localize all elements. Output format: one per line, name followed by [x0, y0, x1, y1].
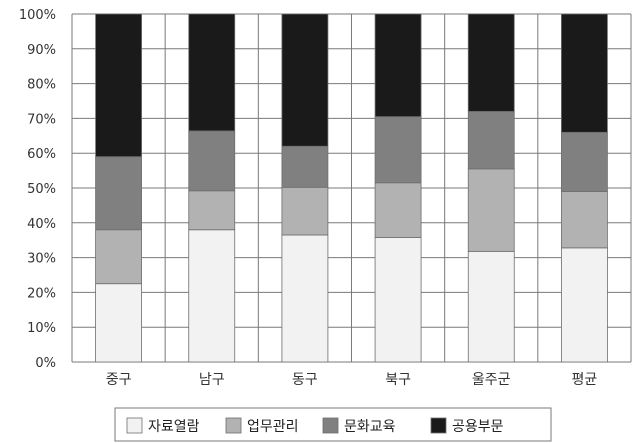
bar-segment [467, 168, 515, 252]
legend-label: 업무관리 [247, 419, 299, 435]
bar-segment [188, 130, 236, 192]
bar-segment [188, 190, 236, 231]
bar-segment [95, 156, 142, 231]
y-tick-label: 80% [27, 78, 56, 93]
legend-swatch [430, 417, 447, 434]
x-category-label: 울주군 [472, 372, 511, 388]
legend-label: 자료열람 [148, 419, 200, 435]
bar-segment [374, 237, 422, 363]
legend-swatch [322, 417, 339, 434]
bar-segment [374, 116, 422, 184]
y-axis-tick-labels: 0% 10% 20% 30% 40% 50% 60% 70% 80% 90% 100% [19, 8, 56, 371]
bar-segment [281, 234, 329, 363]
x-category-label: 남구 [199, 372, 225, 388]
x-category-label: 평균 [572, 372, 598, 388]
legend-swatch [126, 417, 143, 434]
y-tick-label: 70% [27, 112, 56, 127]
y-tick-label: 90% [27, 43, 56, 58]
x-category-label: 동구 [292, 372, 318, 388]
bar-segment [374, 182, 422, 238]
bar-segment [561, 13, 608, 133]
bar-segment [561, 131, 608, 192]
y-tick-label: 50% [27, 182, 56, 197]
bar-segment [281, 13, 329, 147]
bar-stacks [95, 13, 608, 363]
bar-segment [374, 13, 422, 118]
y-tick-label: 30% [27, 252, 56, 267]
bar-segment [95, 283, 142, 363]
grid-lines [71, 13, 632, 363]
y-tick-label: 40% [27, 217, 56, 232]
legend-swatch [225, 417, 242, 434]
x-category-label: 중구 [106, 372, 132, 388]
x-axis-category-labels: 중구 남구 동구 북구 울주군 평균 [106, 372, 598, 388]
bar-segment [188, 229, 236, 363]
y-tick-label: 20% [27, 286, 56, 301]
bar-segment [467, 13, 515, 112]
legend-label: 문화교육 [344, 419, 396, 435]
bar-segment [281, 186, 329, 236]
bar-segment [467, 250, 515, 363]
bar-segment [188, 13, 236, 132]
y-tick-label: 10% [27, 321, 56, 336]
bar-segment [95, 229, 142, 285]
bar-segment [281, 145, 329, 188]
bar-segment [467, 111, 515, 170]
legend-label: 공용부문 [452, 419, 504, 435]
x-category-label: 북구 [385, 372, 411, 388]
bar-segment [561, 191, 608, 249]
bar-segment [95, 13, 142, 158]
y-tick-label: 0% [35, 356, 56, 371]
y-tick-label: 60% [27, 147, 56, 162]
legend: 자료열람 업무관리 문화교육 공용부문 [114, 407, 552, 442]
y-tick-label: 100% [19, 8, 56, 23]
bar-segment [561, 247, 608, 363]
